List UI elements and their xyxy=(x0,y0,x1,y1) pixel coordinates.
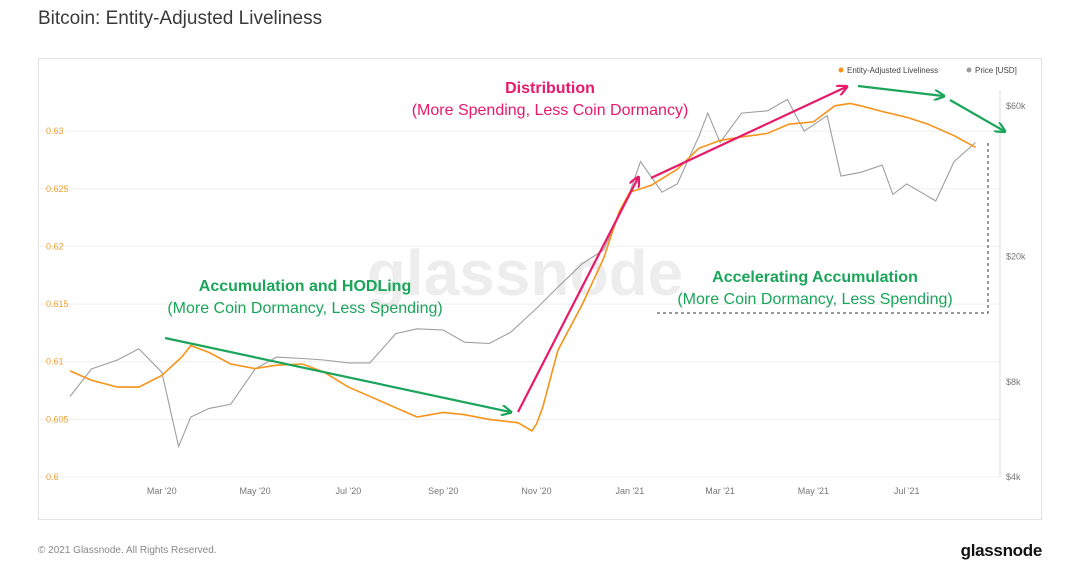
price-series-line xyxy=(69,98,976,449)
copyright-text: © 2021 Glassnode. All Rights Reserved. xyxy=(38,545,217,556)
distribution-arrow-1 xyxy=(517,178,638,413)
accelerating-arrow-2 xyxy=(949,99,1004,131)
annotation-title: Accumulation and HODLing xyxy=(199,278,411,295)
callout-dashed-box xyxy=(657,140,989,314)
x-tick-label: Jul '20 xyxy=(336,486,362,496)
x-tick-label: Sep '20 xyxy=(428,486,458,496)
left-tick-label: 0.63 xyxy=(46,126,64,136)
accumulation-arrow xyxy=(164,336,510,412)
accelerating-arrow-1 xyxy=(857,84,943,96)
page-title: Bitcoin: Entity-Adjusted Liveliness xyxy=(38,8,323,29)
x-tick-label: Nov '20 xyxy=(521,486,551,496)
right-tick-label: $4k xyxy=(1006,472,1021,482)
x-tick-label: May '20 xyxy=(239,486,270,496)
right-tick-label: $20k xyxy=(1006,252,1026,262)
liveliness-series-line xyxy=(69,102,976,432)
legend-price-label: Price [USD] xyxy=(975,66,1017,75)
annotation-subtitle: (More Coin Dormancy, Less Spending) xyxy=(167,300,442,317)
right-tick-label: $60k xyxy=(1006,101,1026,111)
left-tick-label: 0.6 xyxy=(46,472,59,482)
chart-panel xyxy=(38,58,1042,520)
distribution-arrow-2 xyxy=(650,87,846,179)
left-tick-label: 0.615 xyxy=(46,299,69,309)
legend-liveliness-label: Entity-Adjusted Liveliness xyxy=(847,66,938,75)
annotation-title: Distribution xyxy=(505,80,595,97)
left-tick-label: 0.61 xyxy=(46,357,64,367)
annotation-subtitle: (More Coin Dormancy, Less Spending) xyxy=(677,291,952,308)
x-tick-label: May '21 xyxy=(798,486,829,496)
x-tick-label: Jan '21 xyxy=(615,486,644,496)
left-tick-label: 0.62 xyxy=(46,241,64,251)
left-tick-label: 0.605 xyxy=(46,414,69,424)
annotation-subtitle: (More Spending, Less Coin Dormancy) xyxy=(412,102,689,119)
x-tick-label: Mar '20 xyxy=(147,486,177,496)
x-tick-label: Jul '21 xyxy=(894,486,920,496)
watermark-text: glassnode xyxy=(367,237,684,309)
legend-price-dot xyxy=(966,67,972,73)
left-tick-label: 0.625 xyxy=(46,184,69,194)
legend-liveliness-dot xyxy=(838,67,844,73)
x-tick-label: Mar '21 xyxy=(705,486,735,496)
right-tick-label: $8k xyxy=(1006,377,1021,387)
annotation-title: Accelerating Accumulation xyxy=(712,269,918,286)
brand-logo[interactable]: glassnode xyxy=(960,541,1043,560)
